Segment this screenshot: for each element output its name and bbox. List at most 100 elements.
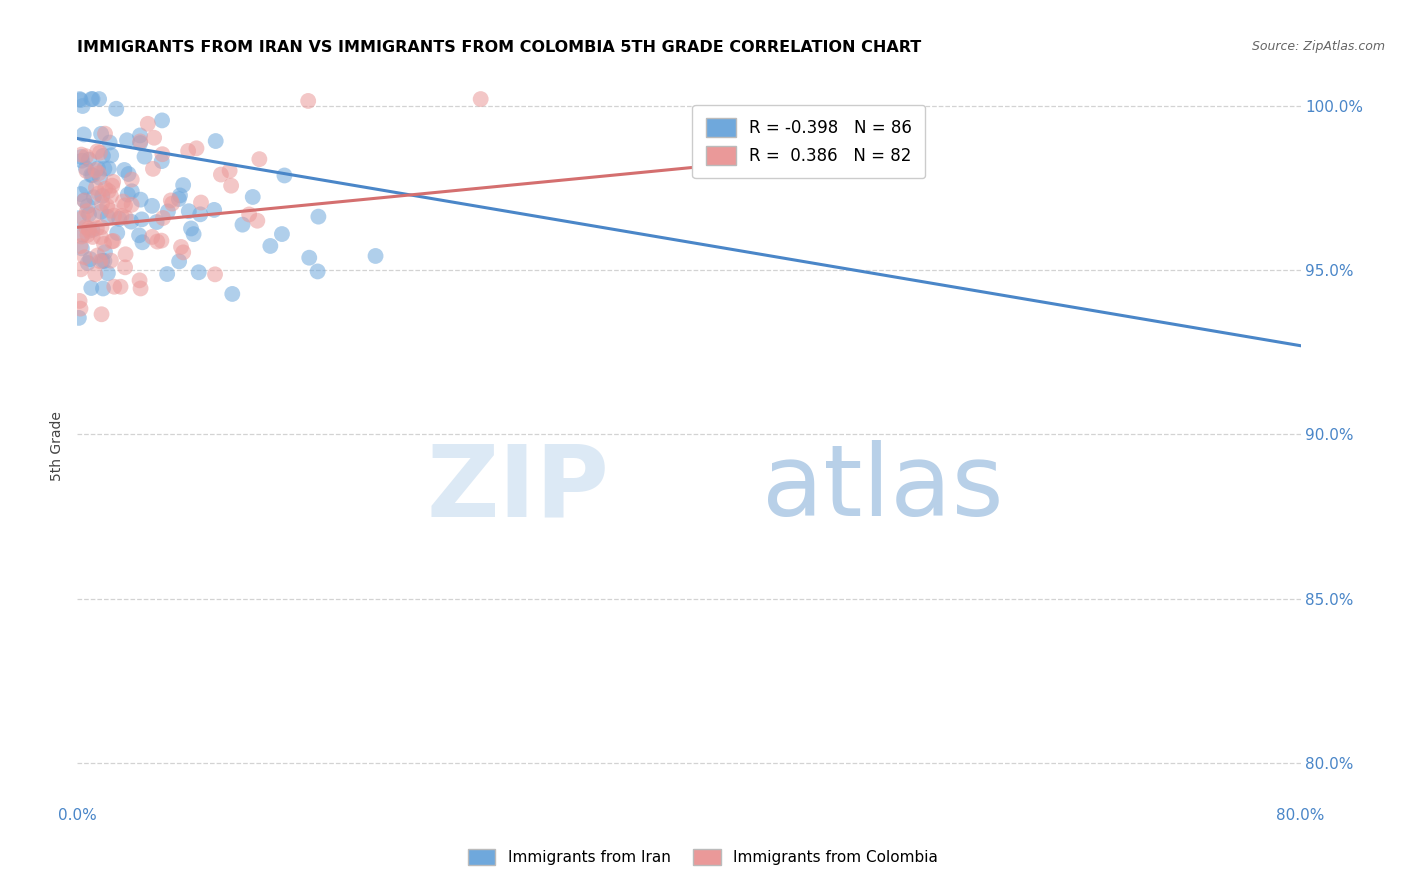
Point xyxy=(91,196,114,211)
Point xyxy=(121,172,143,186)
Point xyxy=(75,180,97,194)
Point xyxy=(82,92,104,106)
Point xyxy=(183,227,205,241)
Point xyxy=(82,169,104,183)
Point xyxy=(77,224,100,238)
Point xyxy=(145,215,167,229)
Point xyxy=(82,223,104,237)
Point xyxy=(96,199,118,213)
Point xyxy=(129,135,152,149)
Point xyxy=(247,152,270,166)
Point xyxy=(80,168,103,182)
Text: IMMIGRANTS FROM IRAN VS IMMIGRANTS FROM COLOMBIA 5TH GRADE CORRELATION CHART: IMMIGRANTS FROM IRAN VS IMMIGRANTS FROM … xyxy=(77,40,921,55)
Point xyxy=(73,128,96,142)
Point xyxy=(79,252,101,267)
Point xyxy=(114,198,136,212)
Point xyxy=(93,161,115,176)
Point xyxy=(307,264,329,278)
Point xyxy=(91,149,114,163)
Point xyxy=(77,221,100,235)
Point xyxy=(156,204,179,219)
Point xyxy=(180,221,202,235)
Point xyxy=(103,209,125,223)
Point xyxy=(204,134,226,148)
Point xyxy=(69,187,91,202)
Point xyxy=(73,250,96,264)
Legend: R = -0.398   N = 86, R =  0.386   N = 82: R = -0.398 N = 86, R = 0.386 N = 82 xyxy=(692,104,925,178)
Point xyxy=(167,254,190,268)
Point xyxy=(110,279,132,293)
Point xyxy=(177,204,200,219)
Point xyxy=(129,281,152,295)
Point xyxy=(242,190,264,204)
Point xyxy=(73,194,96,208)
Point xyxy=(129,128,152,143)
Point xyxy=(76,204,98,219)
Point xyxy=(75,161,97,175)
Point xyxy=(134,150,156,164)
Point xyxy=(87,166,110,180)
Point xyxy=(69,301,91,316)
Point xyxy=(298,251,321,265)
Point xyxy=(128,273,150,287)
Point xyxy=(121,184,143,198)
Point xyxy=(97,161,120,176)
Point xyxy=(121,198,143,212)
Point xyxy=(75,219,97,234)
Point xyxy=(83,190,105,204)
Point xyxy=(91,253,114,268)
Point xyxy=(160,194,183,208)
Point xyxy=(103,279,125,293)
Point xyxy=(115,133,138,147)
Point xyxy=(76,199,98,213)
Point xyxy=(80,92,103,106)
Point xyxy=(77,207,100,221)
Point xyxy=(98,136,121,150)
Point xyxy=(70,147,93,161)
Point xyxy=(202,202,225,217)
Point xyxy=(101,175,124,189)
Point xyxy=(72,211,94,225)
Point xyxy=(105,102,128,116)
Point xyxy=(90,204,112,219)
Point xyxy=(172,245,194,260)
Point xyxy=(470,92,492,106)
Point xyxy=(87,161,110,176)
Point xyxy=(70,241,93,255)
Point xyxy=(100,203,122,218)
Point xyxy=(87,92,110,106)
Point xyxy=(90,307,112,321)
Point xyxy=(70,262,93,277)
Point xyxy=(80,281,103,295)
Point xyxy=(83,209,105,223)
Point xyxy=(70,150,93,164)
Point xyxy=(169,188,191,202)
Point xyxy=(136,117,159,131)
Point xyxy=(108,211,131,226)
Point xyxy=(84,267,107,281)
Point xyxy=(67,211,90,226)
Point xyxy=(142,161,165,176)
Point xyxy=(73,194,96,208)
Point xyxy=(364,249,387,263)
Point xyxy=(152,211,174,225)
Point xyxy=(86,248,108,262)
Point xyxy=(77,153,100,167)
Point xyxy=(190,195,212,210)
Point xyxy=(89,170,111,185)
Point xyxy=(114,247,136,261)
Point xyxy=(141,199,163,213)
Point xyxy=(72,99,94,113)
Point xyxy=(117,167,139,181)
Point xyxy=(152,147,174,161)
Point xyxy=(93,236,115,251)
Point xyxy=(219,178,242,193)
Point xyxy=(112,163,135,178)
Text: atlas: atlas xyxy=(762,441,1004,537)
Point xyxy=(69,293,91,308)
Point xyxy=(100,253,122,268)
Point xyxy=(246,213,269,227)
Point xyxy=(221,287,243,301)
Point xyxy=(150,113,173,128)
Point xyxy=(177,144,200,158)
